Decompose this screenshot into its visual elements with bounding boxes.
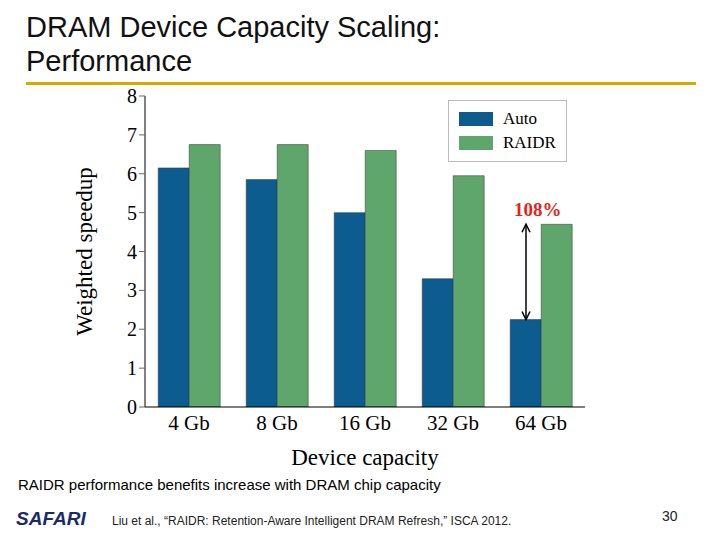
html-text:30: 30 (662, 508, 678, 524)
svg-text:64 Gb: 64 Gb (515, 411, 567, 435)
html-text:RAIDR performance benefits inc: RAIDR performance benefits increase with… (18, 476, 441, 493)
svg-text:0: 0 (127, 396, 137, 418)
svg-text:7: 7 (127, 124, 137, 146)
svg-text:3: 3 (127, 279, 137, 301)
svg-text:6: 6 (127, 163, 137, 185)
html-text:SAFARI: SAFARI (16, 508, 86, 529)
html-text:DRAM Device Capacity Scaling:: DRAM Device Capacity Scaling: Performanc… (26, 11, 441, 77)
svg-text:8: 8 (127, 88, 137, 107)
html-text:RAIDR: RAIDR (503, 133, 556, 152)
svg-text:16 Gb: 16 Gb (339, 411, 391, 435)
svg-text:Device capacity: Device capacity (291, 445, 439, 470)
svg-text:1: 1 (127, 357, 137, 379)
html-text:Liu et al., “RAIDR: Retention-: Liu et al., “RAIDR: Retention-Aware Inte… (112, 514, 512, 528)
svg-text:5: 5 (127, 202, 137, 224)
svg-text:108%: 108% (514, 199, 562, 220)
svg-text:4 Gb: 4 Gb (168, 411, 209, 435)
svg-text:32 Gb: 32 Gb (427, 411, 479, 435)
svg-text:4: 4 (127, 241, 137, 263)
svg-text:8 Gb: 8 Gb (256, 411, 297, 435)
svg-text:Weighted speedup: Weighted speedup (75, 167, 97, 336)
html-text:Auto: Auto (503, 109, 537, 128)
svg-text:2: 2 (127, 318, 137, 340)
